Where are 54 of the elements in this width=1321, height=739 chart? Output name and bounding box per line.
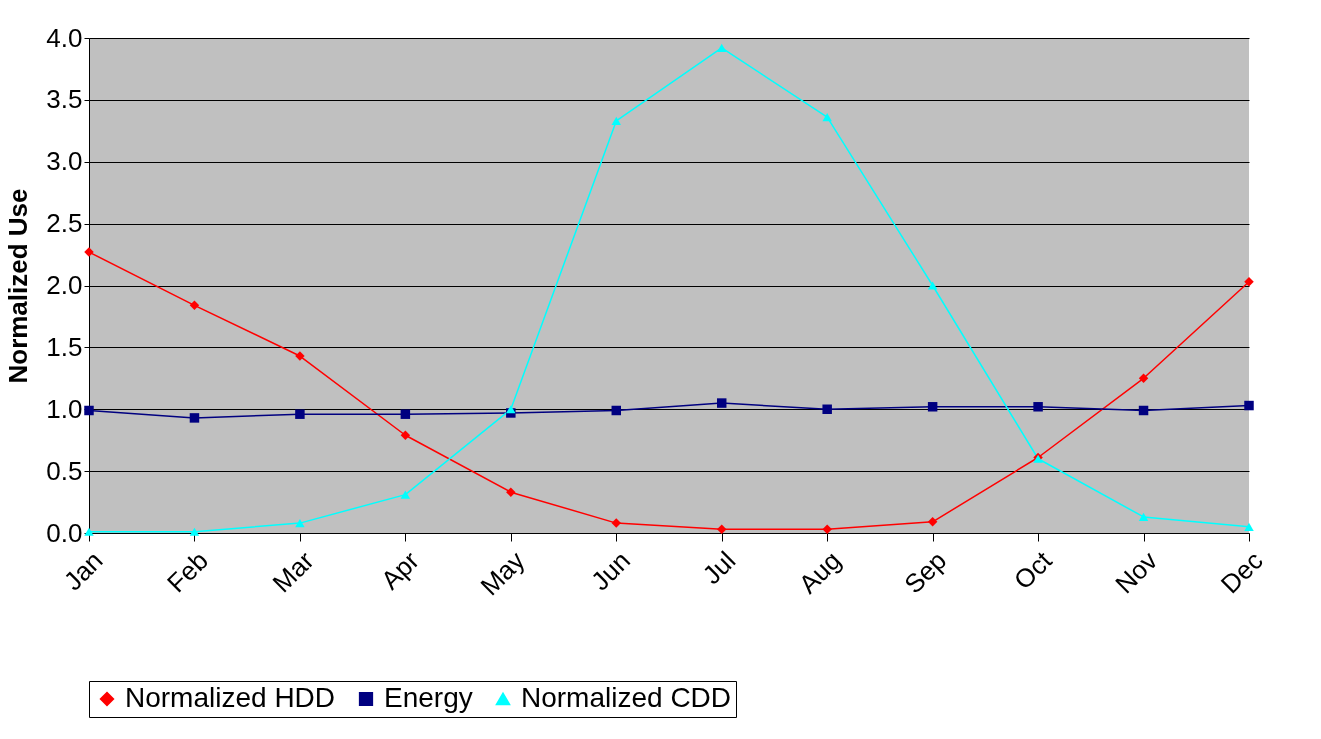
y-tick-label: 0.0 (46, 517, 83, 548)
point (400, 490, 411, 499)
point (822, 404, 832, 414)
x-tick-label: Apr (375, 545, 426, 596)
point (822, 113, 832, 122)
x-tick-label: Oct (1007, 544, 1059, 596)
point (716, 398, 727, 408)
point (716, 524, 727, 535)
point (611, 518, 622, 528)
point (400, 409, 411, 419)
y-tick-label: 2.0 (46, 270, 83, 300)
point (611, 116, 622, 126)
point (1033, 402, 1043, 412)
point (189, 300, 200, 311)
x-tick-label: Feb (161, 545, 215, 599)
legend-label: Normalized HDD (125, 682, 336, 713)
point (189, 413, 200, 423)
point (822, 524, 832, 535)
x-tick-label: Mar (266, 545, 320, 599)
point (506, 487, 516, 497)
point (189, 527, 200, 536)
x-tick-label: May (474, 545, 531, 602)
point (611, 405, 622, 416)
x-tick-label: Nov (1109, 545, 1164, 600)
x-tick-label: Jan (57, 545, 109, 597)
point (1244, 400, 1254, 411)
y-tick-label: 1.5 (46, 331, 83, 362)
y-tick-label: 2.5 (46, 208, 83, 239)
point (400, 430, 411, 440)
point (295, 409, 305, 419)
legend-label: Normalized CDD (521, 682, 732, 713)
point (1138, 405, 1149, 416)
y-tick-label: 0.5 (46, 455, 83, 486)
x-tick-label: Sep (898, 545, 953, 600)
point (84, 405, 94, 416)
point (1138, 512, 1149, 522)
point (927, 517, 938, 527)
y-tick-label: 1.0 (46, 393, 83, 424)
point (1138, 373, 1149, 384)
point (1244, 522, 1254, 531)
x-tick-label: Aug (792, 545, 847, 600)
legend-label: Energy (384, 682, 473, 713)
point (927, 402, 938, 412)
point (716, 43, 727, 53)
x-tick-label: Dec (1214, 545, 1269, 600)
x-tick-label: Jun (585, 545, 636, 597)
point (506, 405, 516, 414)
y-tick-label: 4.0 (46, 22, 83, 53)
y-tick-label: 3.5 (46, 84, 83, 115)
x-tick-label: Jul (696, 545, 742, 591)
point (295, 518, 305, 528)
point (927, 281, 938, 290)
y-axis-title: Normalized Use (3, 188, 34, 384)
y-tick-label: 3.0 (46, 146, 83, 177)
